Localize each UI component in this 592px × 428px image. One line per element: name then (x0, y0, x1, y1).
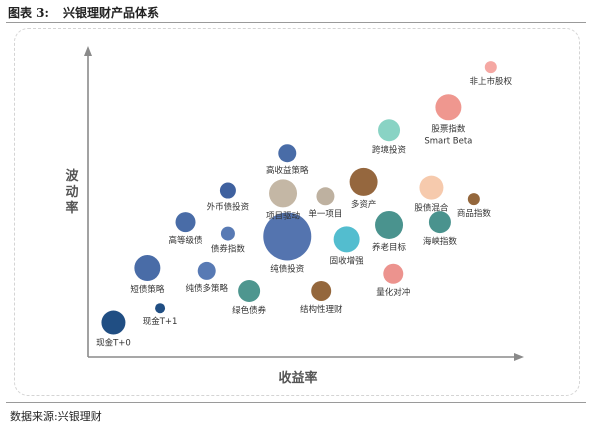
bubble-label-11: 高收益策略 (266, 165, 309, 176)
bubble-label-5: 高等级债 (169, 235, 204, 246)
bubble-5 (175, 212, 196, 233)
y-axis-title: 波动率 (65, 168, 79, 216)
bubble-16 (383, 263, 404, 284)
bubble-12 (333, 226, 360, 253)
bubble-20 (467, 193, 480, 206)
bubble-label-19: 海峡指数 (423, 236, 458, 247)
bubble-15 (375, 210, 404, 239)
bubble-label-7: 外币债投资 (207, 202, 250, 213)
bubble-19 (428, 211, 451, 234)
bubble-label-15: 养老目标 (372, 242, 407, 253)
y-axis-arrow (84, 46, 92, 56)
bubble-10 (316, 187, 335, 206)
bubble-label-23: 非上市股权 (470, 76, 513, 87)
source-note: 数据来源:兴银理财 (10, 410, 102, 423)
bubble-label-20: 商品指数 (457, 208, 492, 219)
bubble-label-1: 现金T+1 (143, 316, 178, 327)
bubble-17 (378, 119, 401, 142)
bubble-label-4: 绿色债券 (232, 305, 267, 316)
bubble-label-14: 多资产 (351, 199, 377, 210)
bubble-label-0: 现金T+0 (96, 338, 131, 349)
bottom-rule (6, 402, 586, 403)
bubble-label-10: 单一项目 (308, 208, 342, 219)
bubble-label-16: 量化对冲 (376, 287, 410, 298)
bubble-label-9: 项目驱动 (266, 210, 301, 221)
bubble-label-2: 短债策略 (130, 284, 165, 295)
bubble-label-3: 纯债多策略 (185, 283, 228, 294)
bubble-14 (349, 167, 378, 196)
bubble-7 (219, 182, 236, 199)
bubble-11 (278, 144, 297, 163)
bubble-label-18: 股债混合 (414, 203, 449, 214)
figure-label: 图表 3: (8, 6, 49, 20)
bubble-6 (220, 226, 235, 241)
bubble-13 (311, 280, 332, 301)
bubble-8 (263, 212, 312, 261)
bubble-1 (155, 303, 166, 314)
bubble-4 (238, 279, 261, 302)
top-rule (6, 22, 586, 23)
bubble-3 (197, 261, 216, 280)
bubble-18 (419, 175, 444, 200)
bubble-label-8: 纯债投资 (270, 263, 305, 274)
bubble-0 (101, 310, 126, 335)
x-axis-arrow (514, 353, 524, 361)
figure-title: 图表 3: 兴银理财产品体系 (8, 4, 159, 21)
x-axis-title: 收益率 (278, 370, 317, 386)
bubble-21 (435, 94, 462, 121)
bubble-label-6: 债券指数 (211, 244, 246, 255)
figure-title-text: 兴银理财产品体系 (62, 6, 159, 20)
bubble-label-22: Smart Beta (424, 136, 472, 146)
bubble-2 (134, 255, 161, 282)
bubble-23 (484, 61, 497, 74)
bubble-9 (269, 179, 298, 208)
bubble-label-12: 固收增强 (330, 255, 365, 266)
bubble-label-13: 结构性理财 (300, 304, 343, 315)
chart-frame (14, 28, 580, 396)
bubble-label-21: 股票指数 (431, 123, 466, 134)
bubble-label-17: 跨境投资 (372, 144, 407, 155)
